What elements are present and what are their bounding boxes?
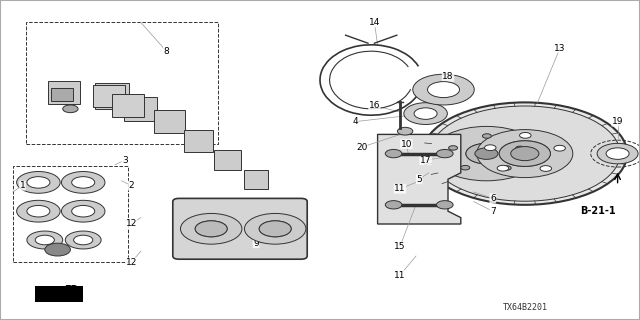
Circle shape [432,126,541,181]
Text: 3: 3 [122,156,127,164]
Circle shape [45,243,70,256]
Bar [35,286,83,302]
Text: 1: 1 [20,181,25,190]
Bar [26,22,218,144]
Bar [48,81,80,104]
Circle shape [35,235,54,245]
Circle shape [461,165,470,170]
Circle shape [397,127,413,135]
Bar [93,85,125,107]
Circle shape [511,147,539,161]
Text: 14: 14 [369,18,380,27]
Circle shape [27,177,50,188]
FancyBboxPatch shape [173,198,307,259]
Text: 12: 12 [125,220,137,228]
Circle shape [597,143,638,164]
Text: 11: 11 [394,271,406,280]
Circle shape [466,143,507,164]
Circle shape [385,201,402,209]
Circle shape [195,221,227,237]
Circle shape [466,143,507,164]
Circle shape [61,172,105,193]
Circle shape [497,165,509,171]
Circle shape [61,200,105,222]
Bar [95,83,129,109]
Bar [124,97,157,121]
Circle shape [477,130,573,178]
Polygon shape [378,134,461,224]
Circle shape [404,103,447,124]
Text: FR.: FR. [65,284,83,295]
Circle shape [475,148,498,159]
Circle shape [606,148,629,159]
Circle shape [499,141,550,166]
Circle shape [195,221,227,237]
Text: 16: 16 [369,101,380,110]
Text: 12: 12 [125,258,137,267]
Circle shape [259,221,291,237]
Circle shape [449,146,458,150]
Circle shape [27,231,63,249]
Text: 2: 2 [129,181,134,190]
Circle shape [422,102,627,205]
Circle shape [17,172,60,193]
Text: 7: 7 [490,207,495,216]
Circle shape [72,177,95,188]
Bar [214,150,241,170]
Text: 13: 13 [554,44,566,52]
Text: 19: 19 [612,117,623,126]
Circle shape [540,166,552,172]
Circle shape [17,200,60,222]
Text: 11: 11 [394,184,406,193]
Circle shape [414,108,437,119]
Text: 8: 8 [164,47,169,56]
Circle shape [244,213,306,244]
Text: 10: 10 [401,140,412,148]
Circle shape [27,205,50,217]
Circle shape [554,145,565,151]
Circle shape [74,235,93,245]
Circle shape [413,74,474,105]
Bar [244,170,269,188]
Text: 9: 9 [253,239,259,248]
Circle shape [429,106,620,201]
Circle shape [65,231,101,249]
Circle shape [436,149,453,158]
Circle shape [180,213,242,244]
Text: TX64B2201: TX64B2201 [502,303,547,312]
Text: 17: 17 [420,156,431,164]
Circle shape [428,82,460,98]
Bar [154,110,185,133]
Circle shape [385,149,402,158]
Circle shape [516,146,525,151]
Circle shape [63,105,78,113]
Text: 6: 6 [490,194,495,203]
Circle shape [72,205,95,217]
Text: 4: 4 [353,117,358,126]
Circle shape [436,201,453,209]
Text: 15: 15 [394,242,406,251]
Bar [112,94,144,117]
Circle shape [259,221,291,237]
Circle shape [484,145,496,151]
Text: 20: 20 [356,143,367,152]
Circle shape [502,166,511,170]
Circle shape [483,134,492,138]
Text: 18: 18 [442,72,454,81]
Text: 5: 5 [417,175,422,184]
Text: B-21-1: B-21-1 [580,206,616,216]
Bar [184,130,212,152]
Bar [13,166,128,262]
Bar [51,88,73,101]
Circle shape [520,132,531,138]
Circle shape [499,141,550,166]
